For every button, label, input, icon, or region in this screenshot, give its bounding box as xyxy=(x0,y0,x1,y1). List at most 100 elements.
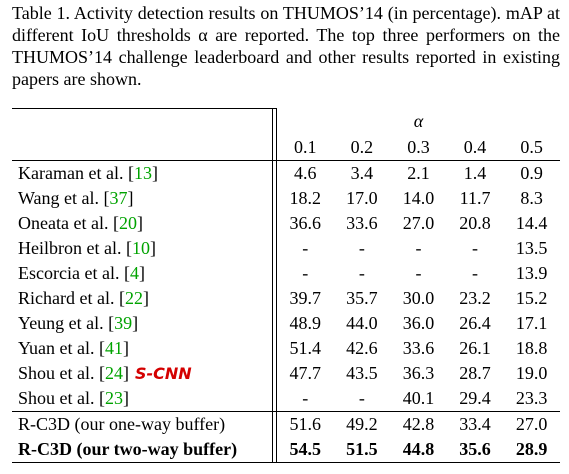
method-name: R-C3D (our one-way buffer) xyxy=(12,411,273,437)
value-cell: 51.4 xyxy=(289,338,322,358)
value-cell: 44.8 xyxy=(390,437,447,463)
method-name: Shou et al. [24] S-CNN xyxy=(12,361,273,386)
value-cell: 18.8 xyxy=(515,338,548,358)
method-label: Oneata et al. [ xyxy=(18,213,119,233)
citation-link: 24 xyxy=(105,363,123,383)
value-cell: 28.9 xyxy=(503,437,560,463)
method-label: Karaman et al. [ xyxy=(18,163,134,183)
value-cell: 14.4 xyxy=(515,213,548,233)
citation-bracket: ] xyxy=(142,288,149,308)
value-cell: 33.4 xyxy=(446,411,504,437)
method-name: Yeung et al. [39] xyxy=(12,311,273,336)
table-row-ours: R-C3D (our one-way buffer) 51.6 49.2 42.8 33… xyxy=(12,411,560,437)
alpha-header-row: α xyxy=(12,108,560,134)
value-cell: 49.2 xyxy=(333,411,391,437)
value-cell: - xyxy=(302,388,309,408)
citation-link: 37 xyxy=(109,188,128,208)
citation-bracket: ] xyxy=(136,213,143,233)
threshold-4: 0.5 xyxy=(520,137,543,157)
value-cell: 36.0 xyxy=(402,313,435,333)
threshold-3: 0.4 xyxy=(463,137,487,157)
value-cell: 14.0 xyxy=(402,188,435,208)
value-cell: 35.6 xyxy=(446,437,504,463)
citation-link: 41 xyxy=(104,338,123,358)
value-cell: 13.9 xyxy=(515,263,548,283)
citation-bracket: ] xyxy=(123,363,129,383)
method-label: Escorcia et al. [ xyxy=(18,263,130,283)
value-cell: 42.8 xyxy=(390,411,447,437)
value-cell: 51.6 xyxy=(276,411,334,437)
value-cell: 17.0 xyxy=(346,188,378,208)
table-row: Shou et al. [23] - - 40.1 29.4 23.3 xyxy=(12,386,560,412)
method-name: Richard et al. [22] xyxy=(12,286,273,311)
method-name: Yuan et al. [41] xyxy=(12,336,273,361)
value-cell: - xyxy=(358,263,365,283)
value-cell: 36.6 xyxy=(289,213,322,233)
citation-bracket: ] xyxy=(149,238,156,258)
value-cell: 39.7 xyxy=(289,288,322,308)
table-row-ours: R-C3D (our two-way buffer) 54.5 51.5 44.8 35… xyxy=(12,437,560,463)
threshold-header-row: 0.1 0.2 0.3 0.4 0.5 xyxy=(12,134,560,161)
value-cell: 13.5 xyxy=(515,238,548,258)
method-label: Richard et al. [ xyxy=(18,288,125,308)
value-cell: 0.9 xyxy=(503,160,560,186)
value-cell: 20.8 xyxy=(459,213,491,233)
value-cell: 36.3 xyxy=(402,363,435,383)
value-cell: - xyxy=(358,388,365,408)
value-cell: 35.7 xyxy=(346,288,378,308)
method-name: Karaman et al. [13] xyxy=(12,160,273,186)
value-cell: 51.5 xyxy=(333,437,391,463)
citation-link: 23 xyxy=(105,388,123,408)
citation-bracket: ] xyxy=(132,313,139,333)
value-cell: 15.2 xyxy=(515,288,548,308)
value-cell: 26.4 xyxy=(459,313,491,333)
table-row: Richard et al. [22] 39.7 35.7 30.0 23.2 15.2 xyxy=(12,286,560,311)
value-cell: - xyxy=(472,238,479,258)
value-cell: 1.4 xyxy=(446,160,504,186)
table-row: Oneata et al. [20] 36.6 33.6 27.0 20.8 14.4 xyxy=(12,211,560,236)
value-cell: 28.7 xyxy=(459,363,491,383)
value-cell: 26.1 xyxy=(459,338,491,358)
value-cell: - xyxy=(302,238,309,258)
citation-link: 22 xyxy=(124,288,143,308)
value-cell: 44.0 xyxy=(346,313,378,333)
method-name: Wang et al. [37] xyxy=(12,186,273,211)
method-label: Yuan et al. [ xyxy=(18,338,105,358)
method-name: R-C3D (our two-way buffer) xyxy=(12,437,273,463)
value-cell: 54.5 xyxy=(276,437,334,463)
value-cell: 33.6 xyxy=(346,213,378,233)
value-cell: 27.0 xyxy=(503,411,560,437)
table-row: Heilbron et al. [10] - - - - 13.5 xyxy=(12,236,560,261)
value-cell: - xyxy=(472,263,479,283)
value-cell: 47.7 xyxy=(289,363,322,383)
citation-bracket: ] xyxy=(127,188,134,208)
method-name: Heilbron et al. [10] xyxy=(12,236,273,261)
method-name: Oneata et al. [20] xyxy=(12,211,273,236)
value-cell: 8.3 xyxy=(520,188,543,208)
method-name: Shou et al. [23] xyxy=(12,386,273,412)
value-cell: 48.9 xyxy=(289,313,322,333)
value-cell: - xyxy=(358,238,365,258)
handwritten-annotation: S-CNN xyxy=(135,364,192,383)
value-cell: 19.0 xyxy=(515,363,548,383)
alpha-symbol: α xyxy=(413,111,424,132)
citation-bracket: ] xyxy=(123,388,129,408)
citation-link: 39 xyxy=(114,313,133,333)
method-label: Heilbron et al. [ xyxy=(18,238,132,258)
value-cell: - xyxy=(415,263,422,283)
citation-bracket: ] xyxy=(151,163,158,183)
method-label: Shou et al. [ xyxy=(18,388,105,408)
citation-link: 20 xyxy=(118,213,137,233)
value-cell: - xyxy=(415,238,422,258)
results-table-container: α 0.1 0.2 0.3 0.4 0.5 Karaman et al. [13… xyxy=(12,108,560,463)
value-cell: 18.2 xyxy=(289,188,322,208)
table-row: Yeung et al. [39] 48.9 44.0 36.0 26.4 17.1 xyxy=(12,311,560,336)
value-cell: 23.2 xyxy=(459,288,491,308)
value-cell: 27.0 xyxy=(402,213,435,233)
value-cell: 42.6 xyxy=(346,338,378,358)
table-caption: Table 1. Activity detection results on T… xyxy=(12,2,560,90)
citation-bracket: ] xyxy=(138,263,145,283)
value-cell: 29.4 xyxy=(459,388,491,408)
method-label: Shou et al. [ xyxy=(18,363,105,383)
citation-link: 10 xyxy=(131,238,150,258)
